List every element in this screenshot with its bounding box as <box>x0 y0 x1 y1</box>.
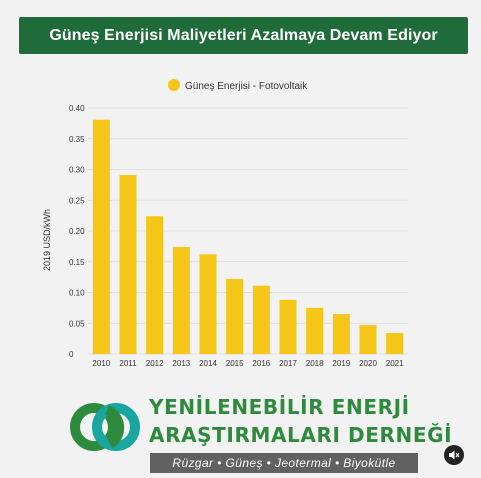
y-tick-label: 0 <box>69 350 74 359</box>
speaker-muted-icon <box>449 450 460 460</box>
bar-2016 <box>252 285 270 354</box>
x-tick-label: 2016 <box>252 359 270 368</box>
association-logo: YENİLENEBİLİR ENERJİ ARAŞTIRMALARI DERNE… <box>66 393 466 478</box>
y-tick-label: 0.10 <box>69 289 85 298</box>
legend-swatch <box>168 79 180 91</box>
x-tick-label: 2011 <box>119 359 137 368</box>
x-tick-label: 2010 <box>92 359 110 368</box>
bar-2018 <box>306 307 324 354</box>
y-tick-label: 0.30 <box>69 166 85 175</box>
logo-text-line1: YENİLENEBİLİR ENERJİ <box>149 395 410 419</box>
gridlines <box>88 107 408 355</box>
x-tick-label: 2012 <box>146 359 164 368</box>
x-tick-label: 2014 <box>199 359 217 368</box>
y-tick-label: 0.05 <box>69 319 85 328</box>
x-tick-label: 2019 <box>332 359 350 368</box>
bar-2020 <box>359 325 377 354</box>
chart-title: Güneş Enerjisi Maliyetleri Azalmaya Deva… <box>49 26 438 44</box>
interlocking-rings-icon <box>70 403 140 451</box>
bars <box>92 119 404 354</box>
bar-2011 <box>119 175 137 354</box>
y-tick-label: 0.25 <box>69 196 85 205</box>
bar-2019 <box>332 314 350 354</box>
x-tick-label: 2021 <box>386 359 404 368</box>
y-axis-ticks: 0 0.05 0.10 0.15 0.20 0.25 0.30 0.35 0.40 <box>69 104 85 359</box>
bar-2015 <box>226 278 244 354</box>
y-tick-label: 0.40 <box>69 104 85 113</box>
y-axis-title: 2019 USD/kWh <box>42 209 52 271</box>
x-tick-label: 2013 <box>172 359 190 368</box>
logo-text-line2: ARAŞTIRMALARI DERNEĞİ <box>149 423 453 447</box>
bar-2010 <box>92 119 110 354</box>
y-tick-label: 0.35 <box>69 135 85 144</box>
bar-2017 <box>279 299 297 354</box>
bar-2013 <box>172 246 190 354</box>
y-tick-label: 0.15 <box>69 258 85 267</box>
x-tick-label: 2017 <box>279 359 297 368</box>
y-tick-label: 0.20 <box>69 227 85 236</box>
mute-button[interactable] <box>444 445 464 465</box>
bar-2012 <box>146 216 164 354</box>
x-tick-label: 2020 <box>359 359 377 368</box>
chart: Güneş Enerjisi - Fotovoltaik 0 0.05 0.10 0.… <box>42 79 408 368</box>
x-axis-ticks: 2010 2011 2012 2013 2014 2015 2016 2017 2018 2019… <box>92 359 404 368</box>
bar-2014 <box>199 254 217 354</box>
chart-title-banner: Güneş Enerjisi Maliyetleri Azalmaya Deva… <box>19 17 468 54</box>
legend-label: Güneş Enerjisi - Fotovoltaik <box>185 81 308 92</box>
logo-tagline: Rüzgar • Güneş • Jeotermal • Biyokütle <box>150 453 418 473</box>
legend: Güneş Enerjisi - Fotovoltaik <box>168 79 308 92</box>
x-tick-label: 2018 <box>306 359 324 368</box>
x-tick-label: 2015 <box>226 359 244 368</box>
bar-2021 <box>386 333 404 354</box>
